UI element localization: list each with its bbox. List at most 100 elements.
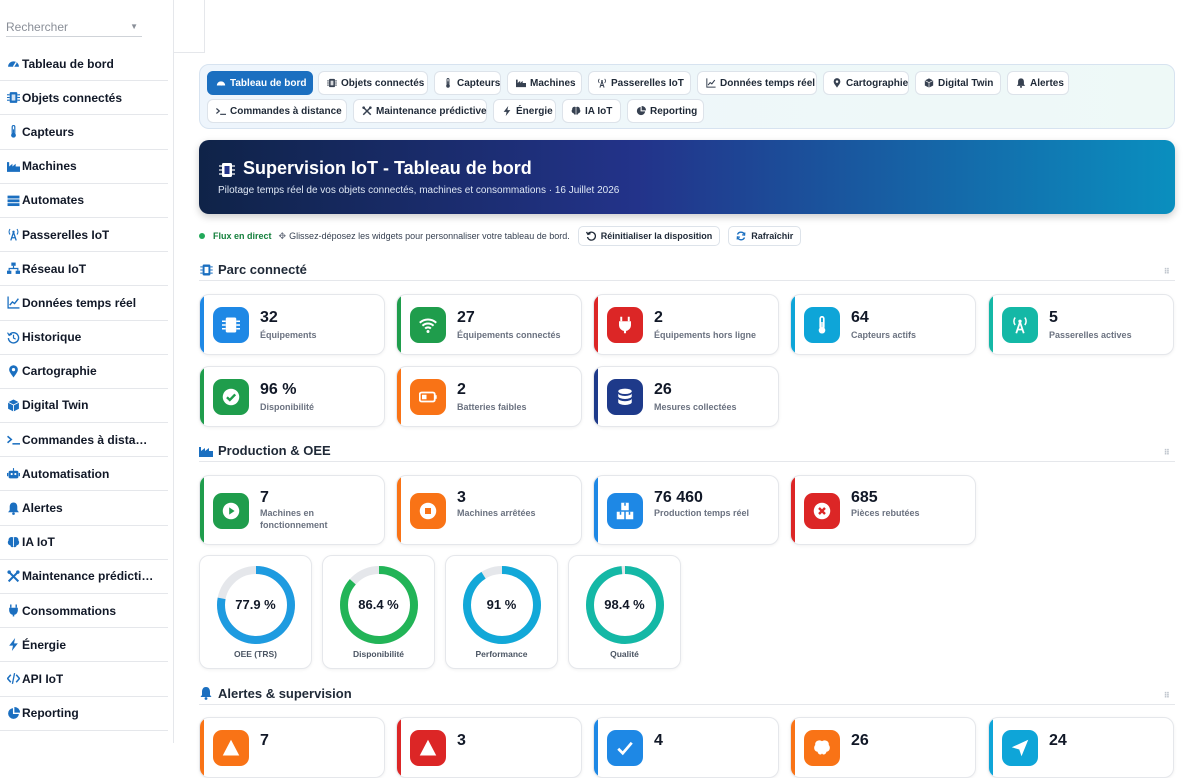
card-accent <box>200 367 204 426</box>
gauge-label: Disponibilité <box>353 649 404 659</box>
alert-card-2[interactable]: 4 <box>593 717 779 778</box>
sidebar-item-2[interactable]: Capteurs <box>0 115 168 150</box>
alarm-icon <box>410 730 446 766</box>
tab-label: Données temps réel <box>720 77 816 89</box>
sidebar-item-17[interactable]: Énergie <box>0 628 168 663</box>
gauge-card-0[interactable]: 77.9 % OEE (TRS) <box>199 555 312 669</box>
tab-13[interactable]: Reporting <box>627 99 704 123</box>
sidebar-item-19[interactable]: Reporting <box>0 697 168 731</box>
tab-7[interactable]: Digital Twin <box>915 71 1001 95</box>
tab-10[interactable]: Maintenance prédictive <box>353 99 487 123</box>
chevron-down-icon[interactable]: ▼ <box>130 22 138 31</box>
sidebar-item-13[interactable]: Alertes <box>0 491 168 526</box>
tab-2[interactable]: Capteurs <box>434 71 501 95</box>
tab-0[interactable]: Tableau de bord <box>207 71 313 95</box>
tab-12[interactable]: IA IoT <box>562 99 621 123</box>
map-pin-icon <box>6 364 20 378</box>
sidebar-item-0[interactable]: Tableau de bord <box>0 47 168 82</box>
page-header-banner: Supervision IoT - Tableau de bord Pilota… <box>199 140 1175 214</box>
tab-5[interactable]: Données temps réel <box>697 71 817 95</box>
parc-card-6[interactable]: 2 Batteries faibles <box>396 366 582 427</box>
plug-icon <box>607 307 643 343</box>
chip-icon <box>6 91 20 105</box>
sidebar-item-4[interactable]: Automates <box>0 184 168 218</box>
sidebar-item-9[interactable]: Cartographie <box>0 355 168 389</box>
tab-label: Commandes à distance <box>230 105 342 117</box>
tab-8[interactable]: Alertes <box>1007 71 1069 95</box>
parc-card-1[interactable]: 27 Équipements connectés <box>396 294 582 355</box>
gauge-value: 98.4 % <box>604 597 645 612</box>
gauge-ring <box>217 566 295 644</box>
card-accent <box>594 476 598 544</box>
production-card-2[interactable]: 76 460 Production temps réel <box>593 475 779 545</box>
sidebar-item-11[interactable]: Commandes à dista… <box>0 423 168 458</box>
cube-icon <box>6 398 20 412</box>
brain-icon <box>804 730 840 766</box>
card-label: Machines en fonctionnement <box>260 508 328 530</box>
tab-label: Capteurs <box>457 77 501 89</box>
parc-card-4[interactable]: 5 Passerelles actives <box>988 294 1174 355</box>
alert-card-1[interactable]: 3 <box>396 717 582 778</box>
drag-handle-icon[interactable]: ⠿ <box>1163 691 1170 700</box>
pie-chart-icon <box>6 706 20 720</box>
sidebar-item-8[interactable]: Historique <box>0 321 168 355</box>
sidebar-item-3[interactable]: Machines <box>0 150 168 184</box>
parc-card-0[interactable]: 32 Équipements <box>199 294 385 355</box>
drag-handle-icon[interactable]: ⠿ <box>1163 448 1170 457</box>
sidebar-item-18[interactable]: API IoT <box>0 662 168 697</box>
sidebar-item-10[interactable]: Digital Twin <box>0 389 168 424</box>
battery-icon <box>410 379 446 415</box>
code-icon <box>6 672 20 686</box>
search-input[interactable]: Rechercher ▼ <box>6 17 142 37</box>
card-value: 26 <box>654 381 672 398</box>
parc-card-7[interactable]: 26 Mesures collectées <box>593 366 779 427</box>
terminal-icon <box>216 105 226 117</box>
tab-9[interactable]: Commandes à distance <box>207 99 347 123</box>
live-status: Flux en direct <box>213 231 272 241</box>
refresh-icon <box>736 231 746 241</box>
sidebar-item-6[interactable]: Réseau IoT <box>0 252 168 287</box>
tab-6[interactable]: Cartographie <box>823 71 909 95</box>
section-header-production: Production & OEE ⠿ <box>199 440 1175 462</box>
gauge-card-1[interactable]: 86.4 % Disponibilité <box>322 555 435 669</box>
refresh-button[interactable]: Rafraîchir <box>728 226 802 246</box>
production-card-0[interactable]: 7 Machines en fonctionnement <box>199 475 385 545</box>
production-card-1[interactable]: 3 Machines arrêtées <box>396 475 582 545</box>
reset-layout-button[interactable]: Réinitialiser la disposition <box>577 226 721 246</box>
section-title: Parc connecté <box>218 262 307 277</box>
tab-3[interactable]: Machines <box>507 71 582 95</box>
card-value: 685 <box>851 489 878 506</box>
sidebar-item-label: Maintenance prédicti… <box>22 569 154 584</box>
tab-1[interactable]: Objets connectés <box>318 71 428 95</box>
sidebar-item-16[interactable]: Consommations <box>0 594 168 629</box>
gauge-label: Qualité <box>610 649 639 659</box>
tab-4[interactable]: Passerelles IoT <box>588 71 691 95</box>
tab-label: Maintenance prédictive <box>376 105 487 117</box>
gauge-card-3[interactable]: 98.4 % Qualité <box>568 555 681 669</box>
sidebar-item-7[interactable]: Données temps réel <box>0 286 168 321</box>
bell-icon <box>199 687 213 701</box>
sidebar-item-label: Digital Twin <box>22 398 89 413</box>
sidebar-item-1[interactable]: Objets connectés <box>0 81 168 116</box>
production-card-3[interactable]: 685 Pièces rebutées <box>790 475 976 545</box>
sidebar-item-14[interactable]: IA IoT <box>0 526 168 560</box>
stop-icon <box>410 493 446 529</box>
parc-card-3[interactable]: 64 Capteurs actifs <box>790 294 976 355</box>
card-value: 2 <box>654 309 663 326</box>
parc-card-5[interactable]: 96 % Disponibilité <box>199 366 385 427</box>
alert-card-4[interactable]: 24 <box>988 717 1174 778</box>
alert-card-0[interactable]: 7 <box>199 717 385 778</box>
parc-card-2[interactable]: 2 Équipements hors ligne <box>593 294 779 355</box>
sidebar-item-label: Tableau de bord <box>22 56 114 71</box>
gauge-value: 91 % <box>486 597 517 612</box>
drag-handle-icon[interactable]: ⠿ <box>1163 267 1170 276</box>
sidebar-item-5[interactable]: Passerelles IoT <box>0 218 168 253</box>
gauge-arc <box>340 566 418 644</box>
sidebar-item-15[interactable]: Maintenance prédicti… <box>0 560 168 594</box>
sidebar-item-12[interactable]: Automatisation <box>0 457 168 492</box>
tab-bar: Tableau de bord Objets connectés Capteurs M… <box>199 64 1175 129</box>
gauge-card-2[interactable]: 91 % Performance <box>445 555 558 669</box>
alert-card-3[interactable]: 26 <box>790 717 976 778</box>
card-label: Machines arrêtées <box>457 508 536 518</box>
tab-11[interactable]: Énergie <box>493 99 556 123</box>
